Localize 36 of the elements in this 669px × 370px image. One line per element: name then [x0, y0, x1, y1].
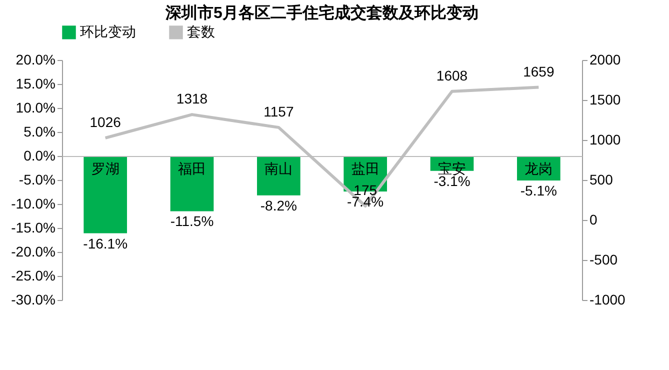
chart-title: 深圳市5月各区二手住宅成交套数及环比变动	[164, 3, 478, 22]
data-label: -16.1%	[83, 235, 128, 252]
x-tick-label: 盐田	[351, 160, 380, 176]
data-label: 1157	[264, 103, 294, 120]
data-label: -5.1%	[520, 182, 557, 198]
y-tick-label: -15.0%	[11, 220, 56, 236]
x-tick-label: 罗湖	[91, 160, 120, 176]
data-label: 1318	[176, 90, 208, 107]
x-tick-label: 福田	[178, 160, 206, 176]
y-tick-label: 5.0%	[24, 124, 56, 140]
legend-label: 环比变动	[80, 23, 136, 40]
y-tick-label: 20.0%	[16, 52, 56, 68]
y-tick-label: -25.0%	[11, 268, 56, 284]
y-tick-label: -30.0%	[11, 292, 56, 308]
y-tick-label: -10.0%	[11, 196, 56, 212]
data-label: 1608	[436, 67, 468, 84]
data-label: 1026	[90, 114, 122, 130]
y-tick-label: 0.0%	[24, 148, 56, 164]
x-tick-label: 龙岗	[524, 160, 553, 176]
y-tick-label: 10.0%	[16, 100, 56, 116]
data-label: -11.5%	[170, 213, 214, 230]
data-label: -8.2%	[260, 197, 297, 214]
x-tick-label: 南山	[264, 160, 293, 176]
y-tick-label: -5.0%	[18, 172, 56, 188]
y2-tick-label: 500	[590, 172, 614, 188]
y-tick-label: 15.0%	[16, 76, 56, 92]
y2-tick-label: -500	[590, 252, 618, 268]
y2-tick-label: -1000	[590, 292, 626, 308]
y-tick-label: -20.0%	[11, 244, 56, 260]
y2-tick-label: 1500	[590, 92, 621, 108]
legend-label: 套数	[187, 23, 215, 40]
y2-tick-label: 1000	[590, 132, 621, 148]
y2-tick-label: 2000	[590, 52, 621, 68]
y2-tick-label: 0	[590, 212, 598, 228]
data-label: -7.4%	[347, 194, 384, 210]
data-label: 1659	[523, 63, 554, 80]
